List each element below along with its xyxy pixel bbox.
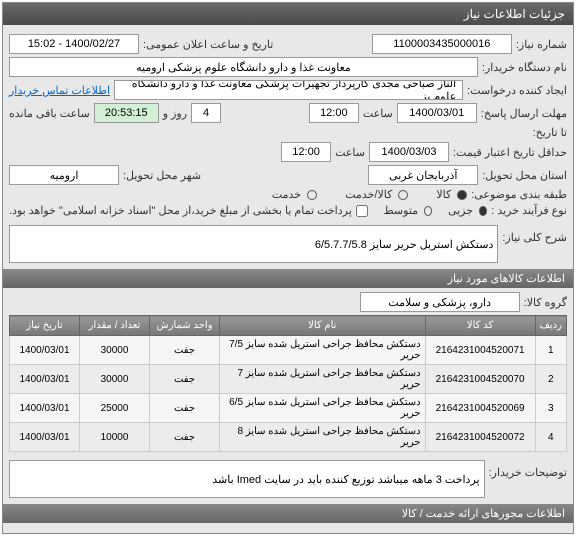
panel-title: جزئیات اطلاعات نیاز [3, 3, 573, 25]
proc-note: پرداخت تمام یا بخشی از مبلغ خرید،از محل … [9, 204, 352, 217]
perm-header: اطلاعات مجوزهای ارائه خدمت / کالا [3, 504, 573, 523]
table-cell: جفت [150, 423, 220, 452]
table-cell: 10000 [80, 423, 150, 452]
cat3-label: خدمت [272, 188, 301, 201]
proc1-label: جزیی [448, 204, 473, 217]
desc-label: شرح کلی نیاز: [502, 225, 567, 244]
remain-sfx: ساعت باقی مانده [9, 107, 90, 120]
valid-hr-field: 12:00 [281, 142, 331, 162]
prov-field: آذربایجان غربی [368, 165, 478, 185]
city-field: ارومیه [9, 165, 119, 185]
table-cell: 3 [535, 394, 566, 423]
pub-date-label: تاریخ و ساعت اعلان عمومی: [143, 38, 273, 51]
deadline-hr-field: 12:00 [309, 103, 359, 123]
req-no-label: شماره نیاز: [516, 38, 567, 51]
items-table: ردیف کد کالا نام کالا واحد شمارش تعداد /… [9, 315, 567, 452]
req-no-field: 1100003435000016 [372, 34, 512, 54]
days-field: 4 [191, 103, 221, 123]
th-date: تاریخ نیاز [10, 316, 80, 336]
th-code: کد کالا [425, 316, 535, 336]
table-cell: 2164231004520072 [425, 423, 535, 452]
table-cell: جفت [150, 365, 220, 394]
pub-date-field: 1400/02/27 - 15:02 [9, 34, 139, 54]
table-cell: 2 [535, 365, 566, 394]
table-cell: دستکش محافظ جراحی استریل شده سایز 7/5 حر… [220, 336, 426, 365]
table-cell: 1400/03/01 [10, 394, 80, 423]
creator-label: ایجاد کننده درخواست: [467, 84, 567, 97]
main-panel: جزئیات اطلاعات نیاز شماره نیاز: 11000034… [2, 2, 574, 534]
cat-radio-both[interactable] [398, 190, 408, 200]
org-field: معاونت غذا و دارو دانشگاه علوم پزشکی ارو… [9, 57, 478, 77]
items-header: اطلاعات کالاهای مورد نیاز [3, 269, 573, 288]
creator-field: الناز صباحی مجدی کارپرداز تجهیزات پزشکی … [114, 80, 463, 100]
th-idx: ردیف [535, 316, 566, 336]
table-cell: 1 [535, 336, 566, 365]
table-row: 42164231004520072دستکش محافظ جراحی استری… [10, 423, 567, 452]
table-cell: 25000 [80, 394, 150, 423]
deadline-date-field: 1400/03/01 [397, 103, 477, 123]
buyer-note-label: توضیحات خریدار: [489, 460, 567, 479]
desc-field: دستکش استریل حریر سایز 6/5.7.7/5.8 [9, 225, 498, 263]
cat2-label: کالا/خدمت [345, 188, 392, 201]
cat1-label: کالا [436, 188, 451, 201]
valid-date-field: 1400/03/03 [369, 142, 449, 162]
table-cell: جفت [150, 336, 220, 365]
table-cell: 30000 [80, 336, 150, 365]
proc-radio-minor[interactable] [479, 206, 487, 216]
grp-label: گروه کالا: [524, 296, 567, 309]
table-row: 32164231004520069دستکش محافظ جراحی استری… [10, 394, 567, 423]
table-cell: جفت [150, 394, 220, 423]
cat-label: طبقه بندی موضوعی: [471, 188, 567, 201]
contact-link[interactable]: اطلاعات تماس خریدار [9, 84, 110, 97]
table-cell: دستکش محافظ جراحی استریل شده سایز 6/5 حر… [220, 394, 426, 423]
hr-label-1: ساعت [363, 107, 393, 120]
city-label: شهر محل تحویل: [123, 169, 201, 182]
to-date-label: تا تاریخ: [533, 126, 567, 139]
table-cell: 2164231004520071 [425, 336, 535, 365]
cat-radio-goods[interactable] [457, 190, 467, 200]
valid-label: حداقل تاریخ اعتبار قیمت: [453, 146, 567, 159]
table-cell: 1400/03/01 [10, 336, 80, 365]
table-cell: 1400/03/01 [10, 365, 80, 394]
days-label: روز و [163, 107, 187, 120]
th-unit: واحد شمارش [150, 316, 220, 336]
proc-radio-mid[interactable] [424, 206, 432, 216]
grp-field: دارو، پزشکی و سلامت [360, 292, 520, 312]
prov-label: استان محل تحویل: [482, 169, 567, 182]
table-row: 22164231004520070دستکش محافظ جراحی استری… [10, 365, 567, 394]
buyer-note-field: پرداخت 3 ماهه میباشد توزیع کننده باید در… [9, 460, 485, 498]
remain-field: 20:53:15 [94, 103, 159, 123]
table-cell: 4 [535, 423, 566, 452]
th-qty: تعداد / مقدار [80, 316, 150, 336]
hr-label-2: ساعت [335, 146, 365, 159]
table-cell: دستکش محافظ جراحی استریل شده سایز 7 حریر [220, 365, 426, 394]
treasury-checkbox[interactable] [356, 205, 368, 217]
org-label: نام دستگاه خریدار: [482, 61, 567, 74]
table-row: 12164231004520071دستکش محافظ جراحی استری… [10, 336, 567, 365]
panel-body: شماره نیاز: 1100003435000016 تاریخ و ساع… [3, 25, 573, 533]
table-cell: 1400/03/01 [10, 423, 80, 452]
proc2-label: متوسط [383, 204, 418, 217]
table-cell: دستکش محافظ جراحی استریل شده سایز 8 حریر [220, 423, 426, 452]
table-cell: 2164231004520070 [425, 365, 535, 394]
table-cell: 30000 [80, 365, 150, 394]
th-name: نام کالا [220, 316, 426, 336]
cat-radio-service[interactable] [307, 190, 317, 200]
table-cell: 2164231004520069 [425, 394, 535, 423]
proc-label: نوع فرآیند خرید : [491, 204, 567, 217]
deadline-label: مهلت ارسال پاسخ: [481, 107, 567, 120]
